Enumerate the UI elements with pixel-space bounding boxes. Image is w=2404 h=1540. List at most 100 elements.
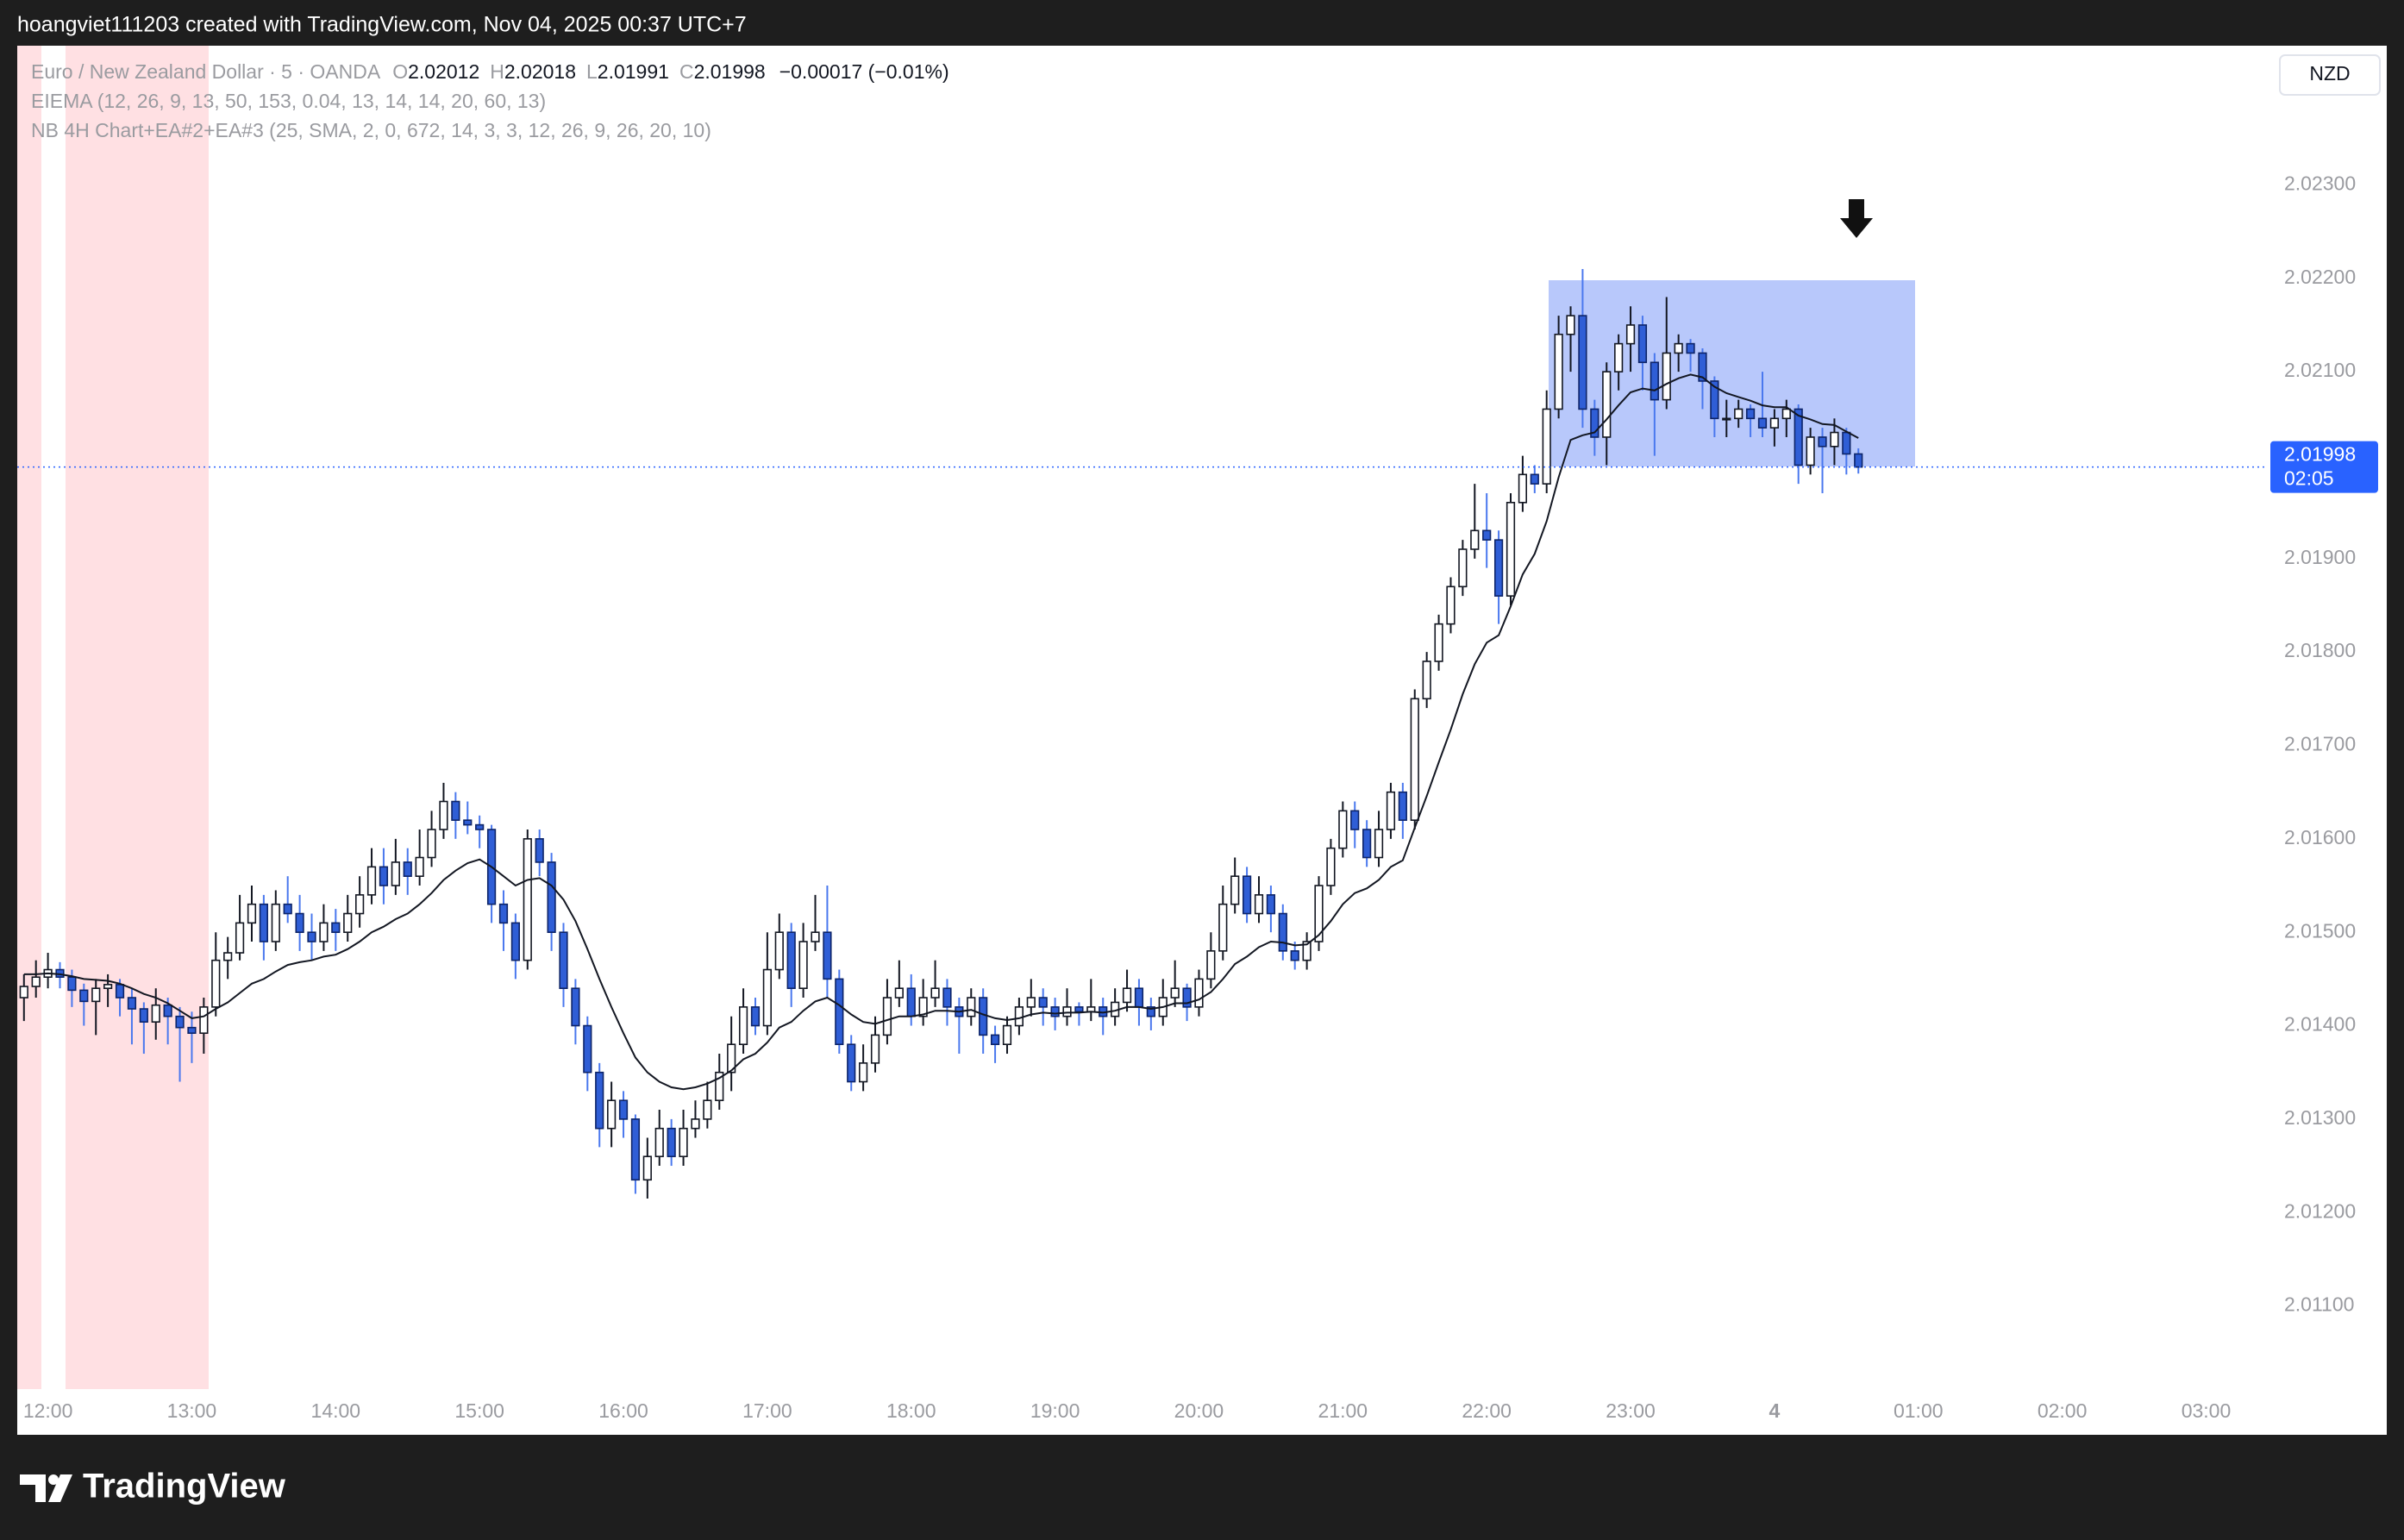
x-tick-label: 17:00 [742, 1399, 792, 1422]
candle-body [1170, 987, 1180, 998]
candle-body [403, 861, 412, 877]
candle-body [1122, 987, 1132, 1004]
candle-body [595, 1071, 604, 1130]
candle-body [1386, 791, 1396, 830]
candle-body [691, 1118, 700, 1130]
candle-body [607, 1099, 617, 1130]
candle-body [343, 912, 353, 933]
candle-body [559, 931, 568, 990]
candle-body [199, 1006, 209, 1035]
candle-body [415, 856, 424, 877]
logo-shape [48, 1474, 59, 1485]
candle-body [918, 997, 928, 1017]
price-badge-value: 2.01998 [2284, 443, 2356, 466]
candle-body [547, 861, 556, 933]
x-tick-label: 22:00 [1462, 1399, 1512, 1422]
candle-body [1458, 548, 1468, 588]
x-tick-label: 03:00 [2182, 1399, 2232, 1422]
candle-body [19, 986, 28, 998]
logo-shape [20, 1474, 46, 1502]
currency-label[interactable]: NZD [2309, 62, 2350, 85]
candle-body [811, 931, 820, 942]
x-tick-label: 16:00 [598, 1399, 648, 1422]
candle-body [1482, 529, 1492, 541]
candle-body [1757, 417, 1768, 429]
candle-body [223, 952, 233, 961]
candle-body [667, 1127, 676, 1158]
candle-body [870, 1034, 880, 1064]
ohlc-value: 2.01991 [598, 60, 669, 83]
candle-body [882, 997, 892, 1036]
currency-button[interactable] [2279, 54, 2381, 96]
axes: 2.01100 2.01200 2.01300 2.01400 2.01500 2.016… [23, 172, 2378, 1422]
candle-body [583, 1024, 592, 1074]
candle-body [715, 1071, 724, 1102]
candle-body [1506, 502, 1516, 597]
session-highlight [17, 46, 41, 1389]
y-tick-label: 2.02200 [2284, 266, 2356, 288]
candle-body [271, 903, 280, 942]
candle-body [211, 959, 221, 1008]
candle-body [1182, 987, 1192, 1008]
candle-body [1350, 810, 1360, 830]
candle-body [1818, 436, 1827, 448]
x-tick-label: 21:00 [1318, 1399, 1368, 1422]
candle-body [139, 1008, 148, 1024]
candle-body [103, 984, 113, 990]
candle-body [1554, 333, 1563, 410]
candle-body [703, 1099, 712, 1120]
candle-body [1266, 894, 1276, 915]
candle-body [1230, 875, 1240, 905]
candle-body [798, 941, 808, 990]
ohlc-value: 2.02018 [504, 60, 576, 83]
candle-body [1290, 950, 1299, 961]
candle-body [1326, 847, 1336, 886]
candle-body [31, 976, 41, 987]
candle-body [1590, 408, 1600, 438]
candle-body [1722, 417, 1731, 421]
candle-body [738, 1006, 748, 1046]
candle-body [1830, 431, 1839, 448]
logo-shape [48, 1474, 72, 1502]
candle-body [319, 922, 329, 942]
candle-body [786, 931, 796, 990]
candle-body [618, 1099, 629, 1120]
candle-body [1026, 997, 1036, 1008]
candle-body [727, 1043, 736, 1074]
x-tick-label: 14:00 [311, 1399, 361, 1422]
candle-body [1674, 342, 1683, 354]
candle-body [187, 1026, 197, 1035]
candle-body [679, 1127, 688, 1158]
candle-body [67, 976, 77, 992]
candle-body [1038, 997, 1048, 1008]
candle-body [1698, 352, 1707, 382]
candle-body [510, 922, 520, 961]
candle-body [930, 987, 940, 998]
indicator-label: EIEMA (12, 26, 9, 13, 50, 153, 0.04, 13,… [31, 90, 546, 112]
candle-body [894, 987, 904, 998]
candle-body [1074, 1006, 1084, 1013]
candle-body [1410, 698, 1419, 821]
x-tick-label: 15:00 [454, 1399, 504, 1422]
candle-body [1278, 912, 1287, 952]
x-tick-label: 19:00 [1030, 1399, 1080, 1422]
candle-body [1842, 431, 1851, 455]
candle-body [942, 987, 952, 1008]
candle-body [1578, 315, 1587, 410]
candle-body [750, 1006, 761, 1027]
candle-body [1302, 941, 1312, 961]
candle-body [967, 997, 976, 1017]
y-tick-label: 2.01900 [2284, 546, 2356, 568]
candle-body [535, 838, 544, 863]
candle-body [1625, 324, 1636, 345]
candle-body [115, 984, 125, 998]
candle-body [91, 987, 101, 1003]
candle-body [295, 912, 304, 933]
ohlc-value: 2.01998 [694, 60, 766, 83]
candle-body [1362, 829, 1372, 859]
change: −0.00017 (−0.01%) [779, 60, 949, 83]
candle-body [1602, 371, 1612, 438]
candle-body [439, 800, 448, 830]
y-tick-label: 2.01500 [2284, 919, 2356, 942]
ohlc-label: C [679, 60, 694, 83]
